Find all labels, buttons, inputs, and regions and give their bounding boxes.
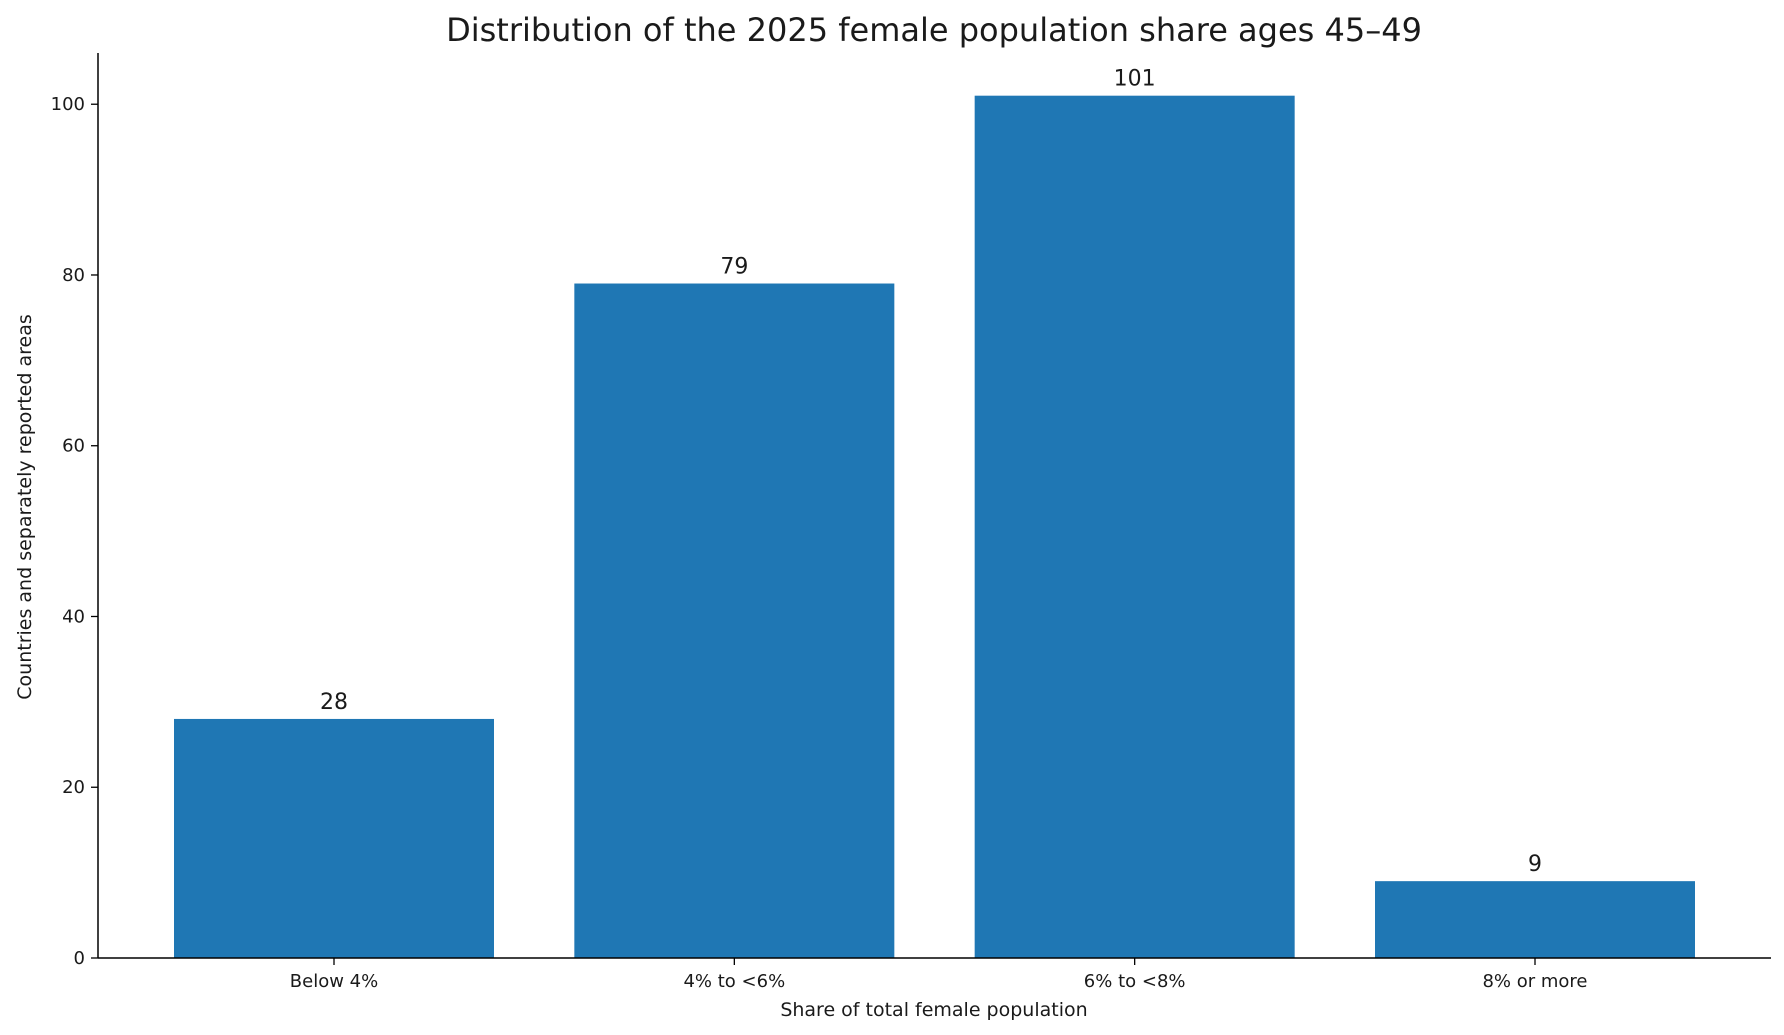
chart-title: Distribution of the 2025 female populati… (446, 11, 1422, 49)
y-tick-label-0: 0 (74, 948, 85, 969)
data-label-2: 79 (720, 255, 748, 280)
data-labels-layer: 28 79 101 9 (320, 67, 1542, 877)
x-tick-label-1: Below 4% (290, 971, 378, 992)
bars-layer (174, 95, 1695, 959)
x-ticks-layer: Below 4% 4% to <6% 6% to <8% 8% or more (290, 958, 1588, 992)
y-tick-label-80: 80 (62, 265, 85, 286)
x-axis-label: Share of total female population (780, 999, 1087, 1021)
x-tick-label-3: 6% to <8% (1084, 971, 1186, 992)
x-tick-label-4: 8% or more (1482, 971, 1587, 992)
x-tick-label-2: 4% to <6% (683, 971, 785, 992)
y-tick-label-40: 40 (62, 606, 85, 627)
bar-2 (574, 283, 895, 958)
y-ticks-layer: 0 20 40 60 80 100 (51, 94, 98, 969)
y-tick-label-100: 100 (51, 94, 85, 115)
bar-1 (174, 718, 494, 958)
data-label-3: 101 (1114, 67, 1156, 92)
y-axis-label: Countries and separately reported areas (14, 314, 36, 699)
y-tick-label-60: 60 (62, 436, 85, 457)
data-label-4: 9 (1528, 852, 1542, 877)
bar-4 (1375, 881, 1695, 958)
y-tick-label-20: 20 (62, 777, 85, 798)
data-label-1: 28 (320, 690, 348, 715)
bar-3 (974, 95, 1295, 959)
